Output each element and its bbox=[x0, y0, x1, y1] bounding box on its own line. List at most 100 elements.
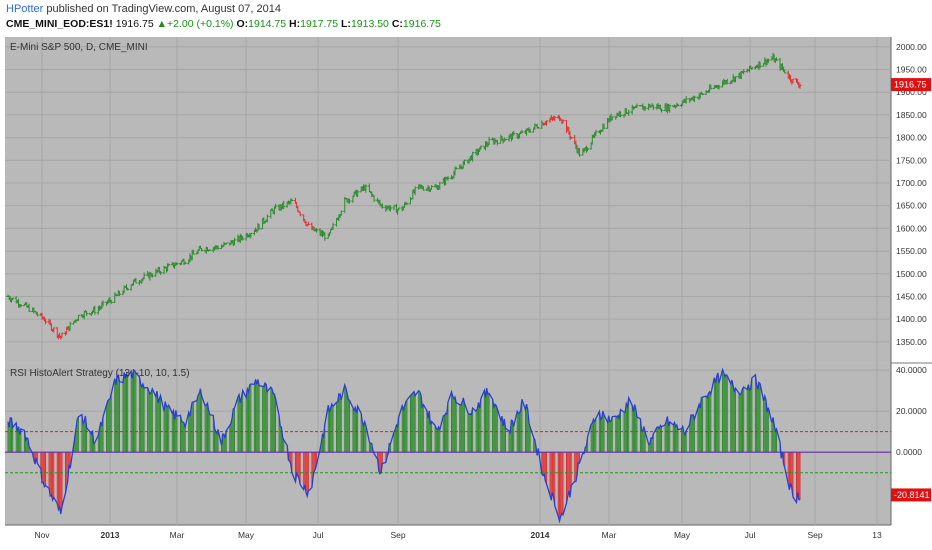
ohlc-bar bbox=[586, 147, 590, 152]
ohlc-bar bbox=[471, 151, 475, 162]
price-axis: 1350.00 1400.00 1450.00 1500.00 1550.00 1600.… bbox=[896, 42, 927, 347]
ohlc-bar bbox=[11, 297, 15, 301]
price-tick-label: 1450.00 bbox=[896, 291, 927, 301]
ohlc-bar bbox=[561, 119, 565, 124]
ohlc-bar bbox=[93, 305, 97, 315]
chart-header: HPotter published on TradingView.com, Au… bbox=[0, 0, 932, 36]
price-change: +2.00 (+0.1%) bbox=[167, 18, 234, 30]
ohlc-bar bbox=[610, 116, 614, 121]
rsi-line bbox=[7, 367, 801, 524]
open-value: 1914.75 bbox=[248, 18, 287, 30]
ohlc-bar bbox=[495, 139, 499, 146]
ohlc-bar bbox=[791, 78, 795, 84]
price-tick-label: 1600.00 bbox=[896, 223, 927, 233]
ohlc-bar bbox=[200, 247, 204, 252]
last-price-tag: 1916.75 bbox=[891, 78, 931, 92]
last-rsi-tag: -20.8141 bbox=[891, 488, 931, 502]
time-tick-label: 2014 bbox=[531, 530, 550, 540]
price-tick-label: 2000.00 bbox=[896, 42, 927, 52]
ohlc-bar bbox=[389, 205, 393, 212]
ohlc-bar bbox=[347, 198, 351, 204]
ohlc-bar bbox=[684, 96, 688, 104]
ohlc-bar bbox=[462, 159, 466, 166]
ohlc-bar bbox=[117, 291, 121, 297]
ohlc-bar bbox=[68, 321, 72, 331]
ohlc-bar bbox=[306, 221, 310, 226]
price-tick-label: 1850.00 bbox=[896, 110, 927, 120]
ohlc-bar bbox=[692, 95, 696, 103]
ohlc-bar bbox=[430, 185, 434, 190]
ohlc-bar bbox=[356, 190, 360, 198]
ohlc-bar bbox=[651, 104, 655, 111]
publish-line: HPotter published on TradingView.com, Au… bbox=[6, 3, 281, 15]
time-tick-label: Jul bbox=[313, 530, 324, 540]
ohlc-bar bbox=[512, 130, 516, 136]
time-tick-label: Sep bbox=[807, 530, 822, 540]
ohlc-bar bbox=[167, 263, 171, 267]
low-label: L: bbox=[341, 18, 351, 30]
price-panel-bg bbox=[5, 37, 891, 362]
ohlc-bar bbox=[315, 227, 319, 233]
price-tick-label: 1700.00 bbox=[896, 178, 927, 188]
time-axis: Nov 2013 Mar May Jul Sep 2014 Mar May Jul Sep 13 bbox=[34, 530, 882, 540]
ohlc-bar bbox=[775, 57, 779, 61]
ohlc-bar bbox=[380, 203, 384, 209]
ohlc-bar bbox=[545, 120, 549, 126]
price-tick-label: 1900.00 bbox=[896, 87, 927, 97]
ohlc-bar bbox=[569, 136, 573, 139]
ohlc-bar bbox=[553, 115, 557, 122]
rsi-panel-title: RSI HistoAlert Strategy (13, -10, 10, 1.… bbox=[10, 368, 190, 379]
ohlc-bar bbox=[126, 287, 130, 291]
ohlc-bar bbox=[216, 245, 220, 250]
low-value: 1913.50 bbox=[350, 18, 389, 30]
ohlc-bar bbox=[27, 303, 31, 313]
ohlc-bar bbox=[372, 195, 376, 202]
ohlc-bar bbox=[60, 332, 64, 339]
ohlc-bar bbox=[528, 128, 532, 133]
ohlc-bar bbox=[364, 184, 368, 193]
ohlc-bar bbox=[618, 111, 622, 118]
ohlc-bar bbox=[85, 311, 89, 316]
ohlc-bar bbox=[282, 200, 286, 210]
time-tick-label: Nov bbox=[34, 530, 50, 540]
open-label: O: bbox=[236, 18, 249, 30]
ohlc-bar bbox=[397, 207, 401, 211]
ohlc-bar bbox=[660, 108, 664, 113]
rsi-tick-label: 0.0000 bbox=[896, 447, 922, 457]
last-price-tag-label: 1916.75 bbox=[894, 80, 927, 90]
ohlc-bar bbox=[52, 327, 56, 333]
ohlc-bar bbox=[109, 299, 113, 304]
ohlc-bar bbox=[175, 262, 179, 266]
chart-canvas[interactable]: 1350.00 1400.00 1450.00 1500.00 1550.00 1600.… bbox=[0, 36, 932, 550]
ohlc-bar bbox=[323, 232, 327, 241]
ohlc-bar bbox=[536, 126, 540, 129]
price-bars bbox=[6, 52, 802, 340]
time-tick-label: 13 bbox=[872, 530, 882, 540]
ohlc-bar bbox=[265, 214, 269, 223]
high-value: 1917.75 bbox=[300, 18, 339, 30]
ohlc-bar bbox=[405, 202, 409, 205]
ohlc-bar bbox=[19, 304, 23, 308]
last-rsi-tag-label: -20.8141 bbox=[894, 490, 930, 500]
ohlc-bar bbox=[191, 249, 195, 255]
symbol-line: CME_MINI_EOD:ES1! 1916.75 ▲+2.00 (+0.1%)… bbox=[6, 18, 441, 30]
ohlc-bar bbox=[208, 249, 212, 251]
ohlc-bar bbox=[249, 232, 253, 239]
ohlc-bar bbox=[520, 129, 524, 134]
ohlc-bar bbox=[758, 61, 762, 69]
author-link[interactable]: HPotter bbox=[6, 3, 44, 15]
ohlc-bar bbox=[643, 106, 647, 111]
published-text: published on TradingView.com, August 07,… bbox=[46, 3, 281, 15]
ohlc-bar bbox=[676, 103, 680, 107]
ohlc-bar bbox=[503, 138, 507, 141]
ohlc-bar bbox=[635, 103, 639, 108]
price-tick-label: 1400.00 bbox=[896, 314, 927, 324]
symbol-name: CME_MINI_EOD:ES1! bbox=[6, 18, 113, 30]
ohlc-bar bbox=[487, 136, 491, 146]
ohlc-bar bbox=[766, 58, 770, 64]
ohlc-bar bbox=[331, 222, 335, 230]
ohlc-bar bbox=[668, 104, 672, 113]
price-tick-label: 1800.00 bbox=[896, 133, 927, 143]
ohlc-bar bbox=[627, 109, 631, 116]
ohlc-bar bbox=[577, 148, 581, 157]
